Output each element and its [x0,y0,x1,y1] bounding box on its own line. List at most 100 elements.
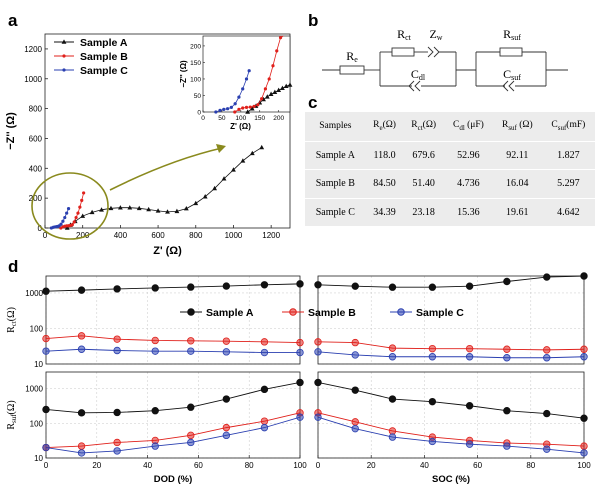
data-point [113,447,121,455]
table-row: Sample C 34.39 23.18 15.36 19.61 4.642 [305,198,595,228]
label-csuf: Csuf [503,67,521,82]
axes-frame [45,275,301,365]
inset-x-tick-label: 150 [254,115,265,122]
inset-data-point [267,77,271,81]
table-cell: 23.18 [403,198,444,228]
legend-label: Sample A [206,307,254,319]
series-line [45,412,301,448]
y-tick-label: 1000 [25,289,43,298]
x-tick-label: 600 [151,231,165,240]
y-tick-label: 1200 [24,45,42,54]
data-point [183,206,189,211]
x-tick-label: 20 [92,461,101,470]
panel-a: 0 200 400 600 800 1000 12000200400600800100012… [5,33,293,257]
data-point [187,438,195,447]
data-point [63,215,67,220]
zoom-arrowhead [216,144,226,153]
subplot-rsuf-dod: 0 20 40 60 80 100 10 100 1000 DOD (%) Rsuf(Ω) [6,371,307,485]
data-point [296,378,304,387]
table-row: Sample A 118.0 679.6 52.96 92.11 1.827 [305,141,595,171]
data-point [174,208,180,214]
legend-marker [187,308,195,316]
data-point [108,205,114,211]
data-point [388,433,397,441]
data-point [428,344,437,353]
inset-data-point [247,69,251,73]
y-tick-label: 400 [29,164,43,173]
data-point [260,281,269,289]
series-line [317,275,585,288]
inset-y-tick-label: 50 [194,93,202,100]
table-cell: Sample A [305,141,366,171]
data-point [151,347,159,355]
data-point [82,191,86,195]
x-tick-label: 0 [44,461,49,470]
inset-y-tick-label: 150 [190,60,201,67]
x-tick-label: 60 [194,461,203,470]
x-axis-label: SOC (%) [432,474,470,485]
data-point [428,397,437,406]
data-point [351,338,359,347]
data-point [222,337,231,345]
table-header-cell: Rct(Ω) [403,112,444,142]
inset-data-point [245,109,251,114]
data-point [503,354,511,362]
data-point [222,348,231,356]
panel-label-d: d [8,257,18,276]
data-point [543,409,551,418]
y-tick-label: 0 [38,224,43,233]
y-tick-label: 1000 [25,385,43,394]
resistor-rct [391,47,415,57]
series-line [66,147,262,229]
y-tick-label: 10 [34,360,43,369]
table-cell: 5.297 [541,169,595,199]
x-tick-label: 40 [420,461,429,470]
series-line [317,341,585,351]
data-point [580,272,588,280]
data-point [580,345,588,353]
data-point [187,283,195,291]
data-point [193,200,199,206]
data-point [151,442,159,450]
inset-data-point [268,91,274,96]
data-point [80,198,84,202]
data-point [202,194,208,199]
data-point [388,427,397,435]
data-point [249,150,255,156]
label-cdl: Cdl [411,67,426,82]
inset-data-point [272,89,278,94]
inset-x-tick-label: 50 [218,115,226,122]
inset-data-point [244,77,249,81]
data-point [222,282,231,290]
inset-data-point [222,107,226,111]
data-point [428,353,437,361]
inset-data-point [237,95,241,99]
y-axis-label: Rsuf(Ω) [6,400,18,429]
y-tick-label: 800 [29,105,43,114]
data-point [351,424,359,433]
table-cell: 16.04 [492,169,542,199]
data-point [260,348,269,357]
zoom-arrow [109,147,223,191]
data-point [113,346,121,355]
data-point [543,346,551,354]
legend-marker [397,308,405,316]
data-point [580,353,588,361]
data-point [74,215,78,220]
inset-data-point [276,87,282,92]
table-cell: 4.736 [443,169,493,199]
data-point [77,409,86,417]
data-point [296,413,304,421]
inset-data-point [241,87,245,91]
table-cell: 118.0 [365,141,404,171]
x-tick-label: 0 [43,231,48,240]
data-point [351,282,359,290]
data-point [222,395,231,403]
data-point [155,208,161,213]
data-point [296,338,304,347]
legend-marker [62,54,66,58]
data-point [66,207,71,211]
legend-label: Sample B [80,51,128,63]
inset-data-point [252,104,256,108]
